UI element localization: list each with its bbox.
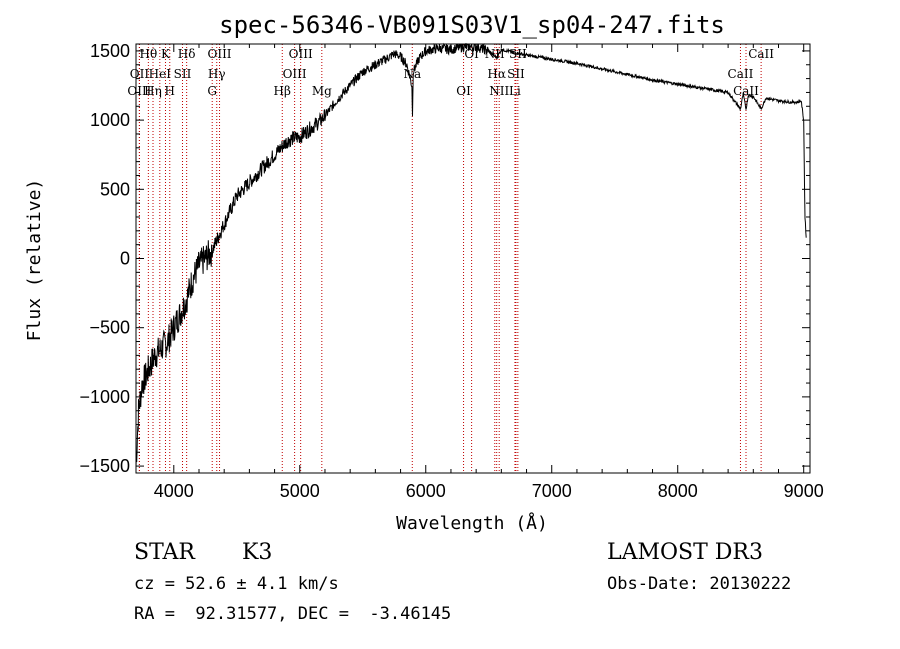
plot-frame — [135, 43, 811, 474]
x-tick-label: 9000 — [784, 481, 824, 501]
spectral-line-label: G — [207, 84, 217, 98]
spectral-line-label: CaII — [733, 84, 759, 98]
spectral-line-label: Hθ — [139, 47, 157, 61]
y-tick-label: 1000 — [90, 110, 130, 130]
spectral-line-label: K — [161, 47, 171, 61]
x-tick-label: 8000 — [658, 481, 698, 501]
y-tick-label: 0 — [120, 249, 130, 269]
spectral-line-label: Mg — [312, 84, 332, 98]
spectral-line-label: NII — [485, 47, 505, 61]
spectral-line-label: OI — [456, 84, 471, 98]
spectral-line-label: Hγ — [208, 67, 226, 81]
spectral-line-label: OII — [130, 67, 150, 81]
spectral-line-label: Hη — [144, 84, 162, 98]
spectral-line-label: Hβ — [274, 84, 291, 98]
spectral-line-label: Hδ — [178, 47, 196, 61]
spectral-line-label: OIII — [207, 47, 231, 61]
flux-series-line — [135, 42, 807, 467]
x-tick-label: 5000 — [280, 481, 320, 501]
survey-name: LAMOST DR3 — [607, 540, 763, 565]
spectral-line-label: OIII — [283, 67, 307, 81]
spectral-line-label: CaII — [728, 67, 754, 81]
spectral-line-label: OIII — [127, 84, 151, 98]
x-tick-label: 6000 — [406, 481, 446, 501]
spectral-line-label: SII — [174, 67, 192, 81]
y-axis-label: Flux (relative) — [24, 179, 45, 342]
chart-title: spec-56346-VB091S03V1_sp04-247.fits — [219, 11, 725, 39]
object-class: STAR — [134, 540, 195, 565]
spectral-line-label: H — [165, 84, 175, 98]
x-tick-label: 4000 — [154, 481, 194, 501]
y-tick-label: 1500 — [90, 41, 130, 61]
spectral-line-label: HeI — [149, 67, 172, 81]
spectral-line-label: Li — [509, 84, 521, 98]
y-tick-label: 500 — [100, 179, 130, 199]
spectral-line-label: SII — [507, 67, 525, 81]
x-tick-label: 7000 — [532, 481, 572, 501]
x-axis-label: Wavelength (Å) — [396, 512, 548, 534]
y-tick-label: −1000 — [79, 387, 130, 407]
subclass: K3 — [242, 540, 273, 565]
y-tick-label: −1500 — [79, 456, 130, 476]
redshift-line: cz = 52.6 ± 4.1 km/s — [134, 574, 339, 594]
coordinates: RA = 92.31577, DEC = -3.46145 — [134, 604, 452, 624]
spectral-line-label: NII — [489, 84, 509, 98]
obs-date: Obs-Date: 20130222 — [607, 574, 792, 594]
spectral-line-label: Hα — [487, 67, 506, 81]
spectral-line-label: Na — [403, 67, 421, 81]
spectral-line-label: CaII — [748, 47, 774, 61]
y-tick-label: −500 — [89, 318, 130, 338]
spectral-line-label: OIII — [289, 47, 313, 61]
